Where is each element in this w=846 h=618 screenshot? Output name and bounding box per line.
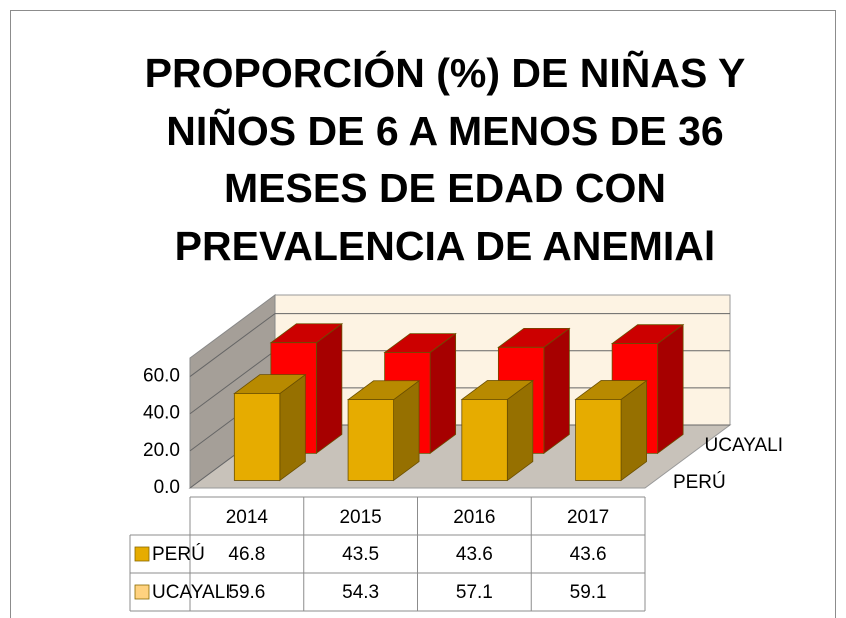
bar xyxy=(347,399,394,481)
x-tick-label: 2017 xyxy=(567,507,609,528)
y-tick-label: 20.0 xyxy=(143,440,180,461)
depth-label: UCAYALI xyxy=(705,435,784,456)
table-value: 59.6 xyxy=(228,582,265,603)
x-tick-label: 2014 xyxy=(226,507,269,528)
table-value: 59.1 xyxy=(570,582,607,603)
y-tick-label: 40.0 xyxy=(143,403,180,424)
legend-label: UCAYALI xyxy=(152,582,231,603)
legend-label: PERÚ xyxy=(152,543,205,565)
chart-border xyxy=(10,10,836,618)
x-tick-label: 2016 xyxy=(453,507,495,528)
chart-title: MESES DE EDAD CON xyxy=(224,165,666,211)
bar xyxy=(461,399,508,481)
bar-side xyxy=(657,323,684,455)
chart-title: PROPORCIÓN (%) DE NIÑAS Y xyxy=(145,50,746,96)
y-tick-label: 0.0 xyxy=(154,477,180,498)
grid-line xyxy=(189,313,730,377)
bar xyxy=(575,399,622,481)
table-value: 43.5 xyxy=(342,544,379,565)
table-value: 43.6 xyxy=(570,544,607,565)
bar-side xyxy=(543,327,570,455)
legend-swatch xyxy=(134,546,150,562)
legend-swatch xyxy=(134,584,150,600)
table-value: 46.8 xyxy=(228,544,265,565)
bar-side xyxy=(429,332,457,455)
chart-title: PREVALENCIA DE ANEMIAl xyxy=(175,223,716,269)
table-value: 54.3 xyxy=(342,582,379,603)
bar xyxy=(233,393,281,481)
depth-label: PERÚ xyxy=(673,471,726,493)
x-tick-label: 2015 xyxy=(339,507,381,528)
table-value: 57.1 xyxy=(456,582,493,603)
chart-title: NIÑOS DE 6 A MENOS DE 36 xyxy=(166,108,723,154)
y-tick-label: 60.0 xyxy=(143,366,180,387)
table-value: 43.6 xyxy=(456,544,493,565)
bar-side xyxy=(315,322,343,455)
